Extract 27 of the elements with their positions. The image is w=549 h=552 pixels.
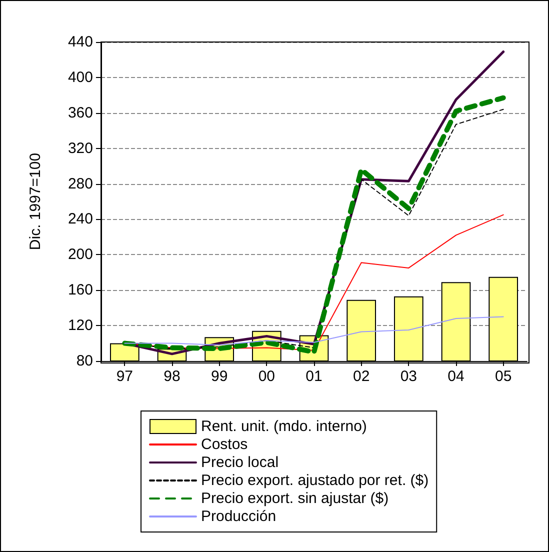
legend-label: Costos <box>201 436 248 453</box>
legend-label: Precio export. sin ajustar ($) <box>201 490 389 507</box>
x-tick-label: 03 <box>400 368 418 385</box>
x-tick-label: 04 <box>448 368 464 385</box>
y-tick-label: 440 <box>68 34 93 50</box>
y-tick-label: 400 <box>68 68 93 86</box>
y-tick-label: 160 <box>68 282 93 299</box>
legend-label: Rent. unit. (mdo. interno) <box>201 418 367 435</box>
x-tick-label: 05 <box>494 368 512 385</box>
x-tick-label: 01 <box>306 368 322 385</box>
x-tick-label: 00 <box>258 368 276 385</box>
y-tick-label: 360 <box>68 104 93 122</box>
y-tick-label: 280 <box>68 175 93 192</box>
y-tick-label: 120 <box>68 317 93 334</box>
line-series <box>124 316 504 346</box>
x-tick-label: 99 <box>210 368 228 385</box>
y-tick-label: 240 <box>68 210 93 228</box>
legend-label: Precio local <box>201 454 279 471</box>
y-tick-label: 320 <box>68 140 93 157</box>
x-tick-label: 98 <box>164 368 180 385</box>
legend-label: Precio export. ajustado por ret. ($) <box>201 472 429 489</box>
legend-label: Producción <box>201 508 276 525</box>
x-tick-label: 97 <box>116 368 134 385</box>
y-axis-title: Dic. 1997=100 <box>27 152 44 250</box>
x-tick-label: 02 <box>352 368 370 385</box>
y-tick-label: 80 <box>76 352 93 370</box>
y-tick-label: 200 <box>68 246 93 264</box>
